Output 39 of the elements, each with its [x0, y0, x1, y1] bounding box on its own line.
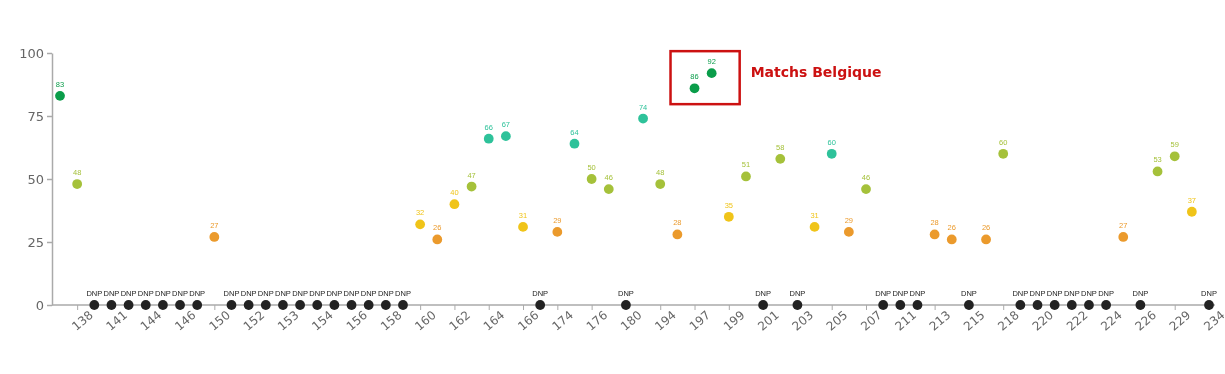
x-tick-label: 158 — [377, 308, 405, 334]
y-tick-label: 25 — [27, 234, 44, 250]
x-tick-label: 152 — [240, 308, 268, 334]
x-tick-label: 218 — [995, 308, 1022, 334]
y-tick-label: 0 — [35, 297, 44, 313]
x-tick-label: 205 — [823, 308, 851, 334]
x-tick-label: 229 — [1166, 308, 1194, 334]
y-tick-label: 75 — [27, 108, 44, 124]
x-tick-label: 153 — [275, 308, 302, 334]
x-tick-label: 215 — [960, 308, 988, 334]
x-tick-label: 174 — [549, 308, 576, 334]
x-tick-label: 203 — [789, 308, 817, 334]
x-tick-label: 160 — [412, 308, 439, 334]
x-tick-label: 146 — [172, 308, 199, 334]
x-tick-label: 211 — [892, 308, 919, 334]
x-tick-label: 138 — [69, 308, 96, 334]
x-tick-label: 150 — [206, 308, 233, 334]
x-tick-label: 180 — [617, 308, 645, 334]
annotation: Matchs Belgique — [750, 64, 882, 81]
x-tick-label: 199 — [720, 308, 748, 334]
x-tick-label: 176 — [583, 308, 611, 334]
y-tick-label: 50 — [27, 171, 44, 187]
x-tick-label: 141 — [103, 308, 131, 334]
x-tick-label: 156 — [343, 308, 371, 334]
x-tick-label: 234 — [1201, 308, 1225, 334]
x-tick-label: 224 — [1098, 308, 1125, 334]
x-tick-label: 164 — [480, 308, 508, 334]
x-tick-label: 213 — [926, 308, 954, 334]
x-tick-label: 201 — [755, 308, 782, 334]
x-tick-label: 166 — [515, 308, 542, 334]
x-tick-label: 220 — [1029, 308, 1057, 334]
x-tick-label: 154 — [309, 308, 336, 334]
y-tick-label: 100 — [19, 45, 44, 61]
x-tick-label: 197 — [686, 308, 714, 334]
x-tick-label: 162 — [446, 308, 474, 334]
x-tick-label: 226 — [1132, 308, 1160, 334]
x-tick-label: 144 — [137, 308, 165, 334]
x-tick-label: 194 — [652, 308, 679, 334]
x-tick-label: 222 — [1063, 308, 1091, 334]
